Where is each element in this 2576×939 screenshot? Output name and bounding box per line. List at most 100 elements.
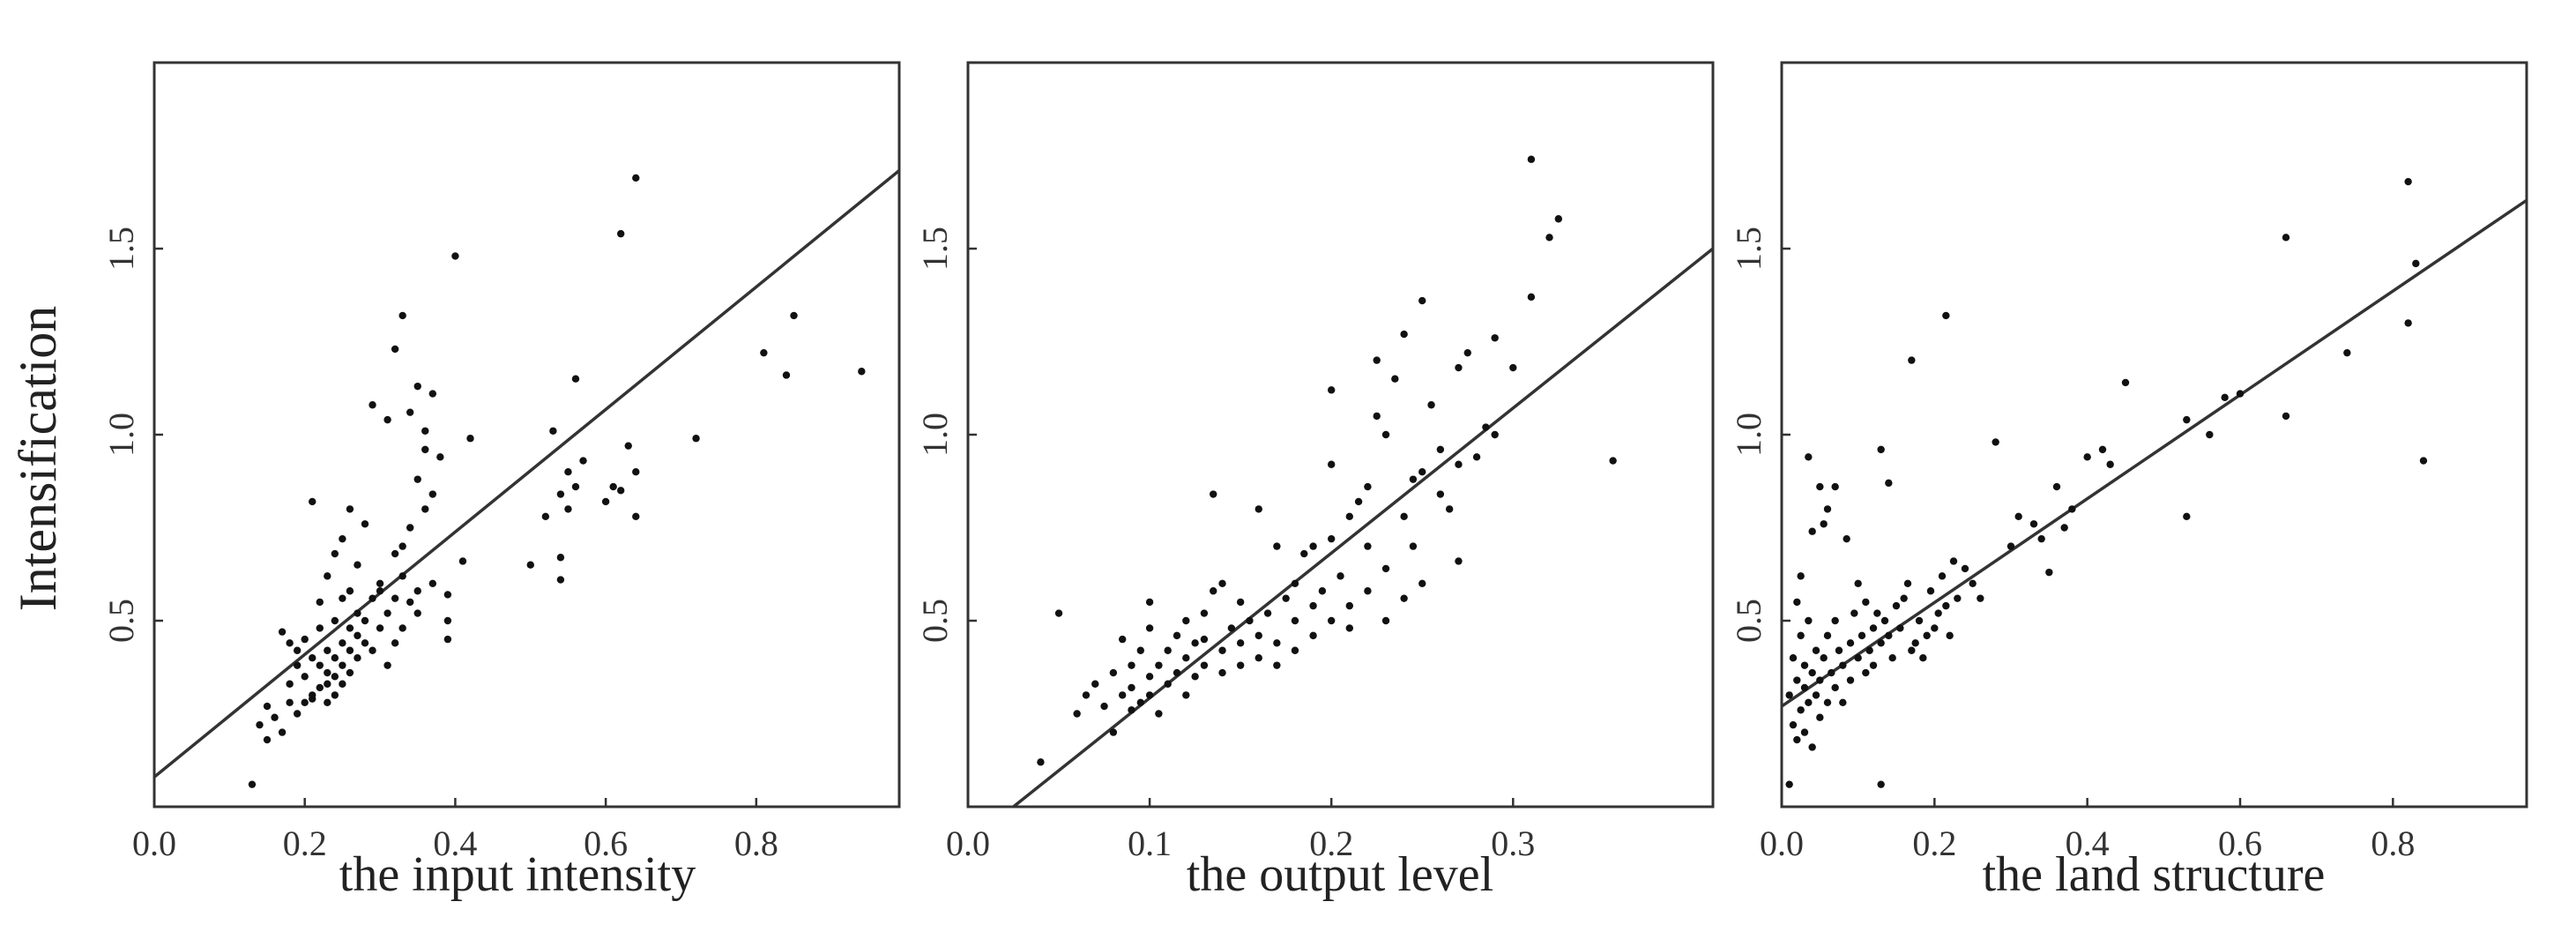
x-axis-title: the output level — [1187, 847, 1493, 902]
data-point — [443, 591, 452, 599]
data-point — [1839, 661, 1847, 669]
data-point — [1854, 579, 1862, 587]
data-point — [1118, 691, 1127, 699]
data-point — [1800, 661, 1809, 669]
data-point — [571, 482, 580, 491]
data-point — [331, 549, 339, 558]
data-point — [1869, 624, 1878, 632]
data-point — [398, 311, 406, 320]
data-point — [1808, 743, 1816, 751]
data-point — [1946, 631, 1954, 640]
y-axis-title: Intensification — [9, 306, 67, 612]
data-point — [369, 594, 376, 602]
data-point — [632, 468, 640, 476]
data-point — [398, 624, 406, 632]
data-point — [1816, 676, 1824, 684]
data-point — [324, 572, 331, 580]
data-point — [436, 453, 444, 461]
data-point — [1345, 512, 1354, 521]
data-point — [1263, 609, 1272, 617]
data-point — [1808, 527, 1816, 535]
data-point — [782, 371, 791, 379]
data-point — [316, 624, 324, 632]
data-point — [571, 375, 580, 383]
data-point — [2121, 378, 2130, 387]
plot-frame — [153, 61, 901, 809]
data-point — [2052, 482, 2061, 491]
data-point — [1145, 691, 1154, 699]
data-point — [1812, 691, 1820, 699]
data-point — [1888, 654, 1896, 662]
data-point — [1291, 646, 1299, 654]
data-point — [376, 587, 384, 595]
data-point — [1915, 616, 1924, 625]
x-axis-title: the land structure — [1983, 847, 2326, 902]
data-point — [1200, 661, 1209, 669]
data-point — [549, 427, 557, 435]
data-point — [1808, 668, 1816, 677]
data-point — [263, 735, 272, 744]
data-point — [2098, 445, 2107, 454]
data-point — [316, 683, 324, 692]
data-point — [2006, 542, 2015, 550]
data-point — [1911, 639, 1919, 647]
data-point — [1145, 673, 1154, 681]
data-point — [1318, 587, 1327, 595]
data-point — [1254, 505, 1262, 513]
data-point — [1182, 691, 1190, 699]
data-point — [263, 702, 272, 711]
data-point — [391, 594, 399, 602]
data-point — [2404, 319, 2412, 327]
data-point — [1961, 564, 1969, 573]
data-point — [331, 616, 339, 625]
data-point — [383, 661, 391, 669]
data-point — [1843, 534, 1850, 543]
data-point — [1418, 579, 1426, 587]
data-point — [301, 673, 309, 681]
data-point — [1364, 587, 1372, 595]
data-point — [1236, 639, 1245, 647]
data-point — [2106, 460, 2114, 468]
data-point — [1554, 215, 1563, 223]
data-point — [1327, 460, 1336, 468]
data-point — [301, 635, 309, 644]
data-point — [1865, 646, 1873, 654]
data-point — [256, 720, 264, 729]
data-point — [2183, 415, 2191, 424]
data-point — [1823, 631, 1832, 640]
data-point — [316, 598, 324, 607]
data-point — [1805, 453, 1813, 461]
data-point — [346, 624, 354, 632]
data-point — [286, 680, 294, 688]
data-point — [324, 680, 331, 688]
data-point — [1793, 676, 1801, 684]
data-point — [1509, 363, 1517, 372]
data-point — [1816, 713, 1824, 721]
y-tick-label: 1.0 — [101, 413, 141, 457]
data-point — [1812, 646, 1820, 654]
data-point — [1839, 698, 1847, 707]
y-tick-label: 1.5 — [1729, 227, 1768, 271]
data-point — [1182, 654, 1190, 662]
data-point — [391, 639, 399, 647]
data-point — [790, 311, 798, 320]
y-tick-label: 1.5 — [101, 227, 141, 271]
x-tick-label: 0.2 — [1309, 823, 1353, 863]
y-tick-label: 1.5 — [915, 227, 955, 271]
data-point — [2045, 568, 2053, 577]
data-point — [1862, 668, 1870, 677]
data-point — [1091, 680, 1099, 688]
scatter-panel-2: 0.0 0.1 0.2 0.3 0.5 1.0 1.5 the output level — [915, 61, 1715, 902]
data-point — [1527, 155, 1536, 163]
data-point — [1400, 594, 1408, 602]
data-point — [2068, 505, 2076, 513]
data-point — [1155, 661, 1163, 669]
data-point — [458, 557, 467, 565]
data-point — [1789, 654, 1798, 662]
plot-frame — [1780, 61, 2528, 809]
data-point — [428, 490, 437, 498]
data-point — [354, 654, 361, 662]
data-point — [601, 497, 610, 506]
data-point — [391, 345, 399, 354]
data-point — [324, 698, 331, 707]
